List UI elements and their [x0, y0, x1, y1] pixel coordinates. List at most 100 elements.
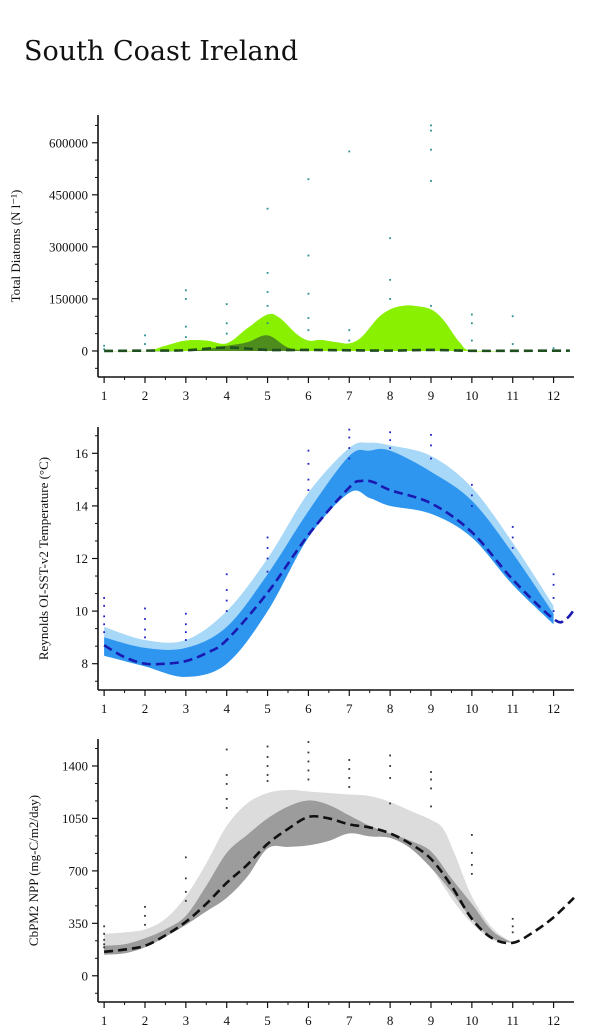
npp-observation-point — [307, 778, 310, 781]
npp-observation-point — [430, 771, 432, 773]
sst-observation-point — [225, 610, 228, 612]
sst-observation-point — [552, 597, 555, 599]
sst-x-tick-label: 8 — [387, 701, 394, 716]
diatoms-y-tick-label: 450000 — [49, 187, 88, 202]
diatoms-observation-point — [144, 343, 146, 345]
npp-observation-point — [389, 754, 392, 757]
diatoms-x-tick-label: 4 — [223, 388, 230, 403]
sst-observation-point — [389, 431, 392, 434]
sst-observation-point — [184, 623, 187, 626]
npp-observation-point — [511, 925, 514, 928]
sst-y-tick-label: 14 — [75, 498, 89, 513]
sst-observation-point — [430, 457, 432, 460]
diatoms-observation-point — [307, 178, 310, 181]
npp-observation-point — [144, 905, 146, 908]
sst-observation-point — [511, 536, 514, 539]
diatoms-observation-point — [430, 148, 432, 151]
sst-observation-point — [144, 628, 146, 631]
sst-x-tick-label: 9 — [428, 701, 435, 716]
npp-x-tick-label: 5 — [264, 1013, 271, 1028]
sst-observation-point — [348, 447, 351, 449]
diatoms-observation-point — [307, 329, 310, 332]
diatoms-x-tick-label: 7 — [346, 388, 353, 403]
npp-x-tick-label: 4 — [223, 1013, 230, 1028]
diatoms-observation-point — [552, 347, 555, 350]
sst-median-line — [103, 479, 576, 666]
sst-observation-point — [144, 607, 146, 610]
diatoms-x-tick-label: 2 — [142, 388, 149, 403]
sst-observation-point — [511, 526, 514, 528]
sst-observation-point — [552, 610, 555, 612]
npp-inner-band — [104, 800, 513, 955]
diatoms-x-tick-label: 6 — [305, 388, 312, 403]
diatoms-observation-point — [348, 150, 351, 153]
diatoms-observation-point — [184, 325, 187, 328]
sst-observation-point — [266, 536, 269, 539]
sst-observation-point — [348, 457, 351, 460]
sst-observation-point — [266, 547, 269, 549]
sst-observation-point — [184, 612, 187, 615]
sst-observation-point — [103, 604, 106, 607]
diatoms-observation-point — [348, 329, 351, 332]
diatoms-observation-point — [307, 292, 310, 295]
sst-x-tick-label: 5 — [264, 701, 271, 716]
page-title: South Coast Ireland — [24, 36, 299, 67]
npp-observation-point — [184, 899, 187, 902]
npp-observation-point — [470, 851, 473, 854]
diatoms-observation-point — [430, 129, 432, 132]
sst-x-tick-label: 1 — [101, 701, 108, 716]
sst-observation-point — [307, 478, 310, 481]
sst-x-tick-label: 10 — [465, 701, 478, 716]
sst-observation-point — [266, 570, 269, 573]
sst-x-tick-label: 11 — [506, 701, 519, 716]
npp-observation-point — [389, 777, 392, 779]
npp-observation-point — [144, 923, 146, 926]
diatoms-observation-point — [511, 315, 514, 318]
diatoms-y-tick-label: 0 — [82, 343, 89, 358]
sst-x-tick-label: 3 — [183, 701, 190, 716]
sst-observation-point — [225, 573, 228, 576]
diatoms-observation-point — [184, 336, 187, 338]
npp-observation-point — [103, 946, 106, 949]
sst-observation-point — [552, 573, 555, 576]
diatoms-x-tick-label: 12 — [547, 388, 560, 403]
sst-y-tick-label: 8 — [82, 656, 89, 671]
diatoms-x-tick-label: 11 — [506, 388, 519, 403]
npp-y-tick-label: 1050 — [62, 811, 88, 826]
sst-observation-point — [348, 436, 351, 439]
diatoms-y-tick-label: 600000 — [49, 135, 88, 150]
sst-observation-point — [307, 462, 310, 465]
sst-x-tick-label: 7 — [346, 701, 353, 716]
sst-observation-point — [225, 589, 228, 591]
npp-x-tick-label: 6 — [305, 1013, 312, 1028]
diatoms-observation-point — [103, 348, 106, 351]
npp-observation-point — [184, 890, 187, 893]
npp-y-axis-label: CbPM2 NPP (mg-C/m2/day) — [26, 795, 41, 946]
npp-observation-point — [266, 756, 269, 758]
sst-y-tick-label: 10 — [75, 604, 88, 619]
npp-x-tick-label: 8 — [387, 1013, 394, 1028]
npp-y-tick-label: 1400 — [62, 758, 88, 773]
npp-observation-point — [225, 783, 228, 785]
diatoms-observation-point — [307, 317, 310, 319]
sst-x-tick-label: 4 — [223, 701, 230, 716]
npp-x-tick-label: 12 — [547, 1013, 560, 1028]
npp-observation-point — [511, 917, 514, 920]
npp-observation-point — [348, 759, 351, 761]
sst-observation-point — [430, 433, 432, 436]
diatoms-observation-point — [184, 298, 187, 300]
diatoms-x-tick-label: 10 — [465, 388, 478, 403]
npp-observation-point — [266, 745, 269, 748]
npp-observation-point — [430, 787, 432, 790]
sst-observation-point — [103, 597, 106, 599]
npp-x-tick-label: 7 — [346, 1013, 353, 1028]
npp-observation-point — [348, 786, 351, 788]
sst-observation-point — [389, 439, 392, 442]
sst-observation-point — [184, 631, 187, 634]
diatoms-observation-point — [225, 332, 228, 335]
sst-observation-point — [348, 428, 351, 431]
diatoms-y-tick-label: 300000 — [49, 239, 88, 254]
